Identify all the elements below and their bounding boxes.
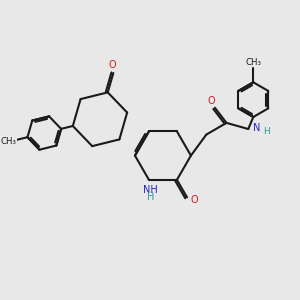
Text: O: O xyxy=(190,195,198,205)
Text: N: N xyxy=(253,123,261,133)
Text: O: O xyxy=(108,60,116,70)
Text: H: H xyxy=(147,192,154,202)
Text: O: O xyxy=(208,95,215,106)
Text: CH₃: CH₃ xyxy=(1,137,16,146)
Text: NH: NH xyxy=(143,185,158,195)
Text: CH₃: CH₃ xyxy=(245,58,261,67)
Text: H: H xyxy=(263,127,270,136)
